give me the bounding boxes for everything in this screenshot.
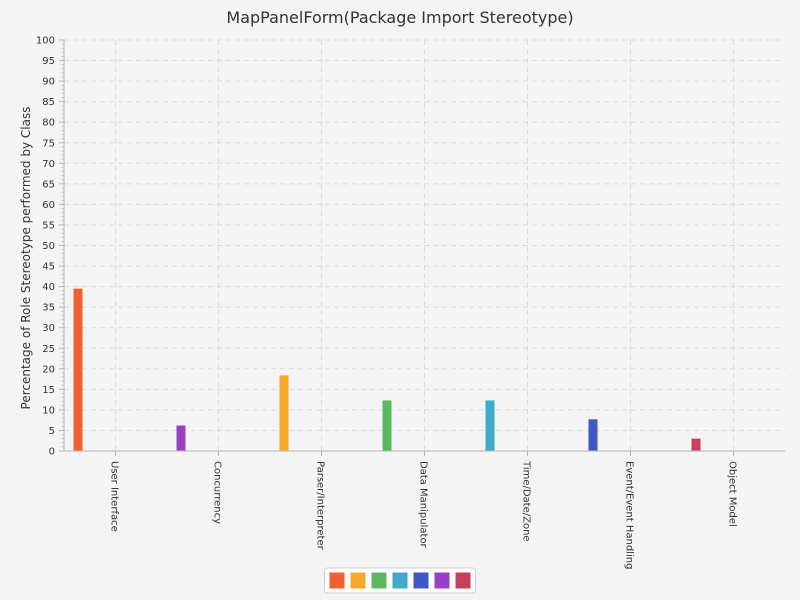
y-tick-label: 0 (49, 447, 55, 458)
y-tick-label: 10 (42, 405, 55, 416)
y-tick-label: 80 (42, 118, 55, 129)
y-tick-label: 100 (36, 36, 55, 47)
x-tick-label: Concurrency (212, 461, 223, 524)
y-tick-label: 60 (42, 200, 55, 211)
y-tick-label: 15 (42, 385, 55, 396)
legend-swatch (413, 572, 429, 589)
y-tick-label: 55 (42, 220, 55, 231)
bar (588, 419, 598, 451)
y-tick-label: 50 (42, 241, 55, 252)
bar (485, 400, 495, 451)
legend-swatch (329, 572, 345, 589)
y-tick-label: 95 (42, 56, 55, 67)
y-tick-label: 5 (49, 426, 55, 437)
grid (64, 39, 785, 451)
chart-title: MapPanelForm(Package Import Stereotype) (226, 8, 573, 27)
bars (73, 288, 701, 451)
y-tick-label: 75 (42, 138, 55, 149)
bar (279, 375, 289, 451)
legend-swatch (350, 572, 366, 589)
y-tick-label: 65 (42, 179, 55, 190)
bar (691, 438, 701, 451)
x-tick-label: Event/Event Handling (624, 461, 635, 569)
y-tick-label: 90 (42, 77, 55, 88)
x-tick-label: Time/Date/Zone (521, 460, 532, 542)
legend-swatch (371, 572, 387, 589)
y-tick-label: 70 (42, 159, 55, 170)
legend-swatch (434, 572, 450, 589)
x-tick-label: Parser/Interpreter (315, 461, 326, 551)
bar (176, 425, 186, 451)
bar (382, 400, 392, 451)
bar (73, 288, 83, 451)
y-tick-label: 40 (42, 282, 55, 293)
x-tick-label: User Interface (109, 461, 120, 532)
x-tick-label: Data Manipulator (418, 461, 429, 549)
y-tick-label: 85 (42, 97, 55, 108)
legend (324, 567, 476, 594)
legend-swatch (455, 572, 471, 589)
y-axis-label: Percentage of Role Stereotype performed … (19, 107, 33, 410)
y-tick-label: 35 (42, 303, 55, 314)
axes: 0 5 10 15 20 25 30 35 40 45 50 55 60 65 70 75 80 85 90 95 10… (36, 36, 785, 569)
y-tick-label: 20 (42, 364, 55, 375)
x-tick-label: Object Model (727, 461, 738, 527)
y-tick-label: 45 (42, 262, 55, 273)
y-tick-label: 30 (42, 323, 55, 334)
legend-swatch (392, 572, 408, 589)
y-tick-label: 25 (42, 344, 55, 355)
